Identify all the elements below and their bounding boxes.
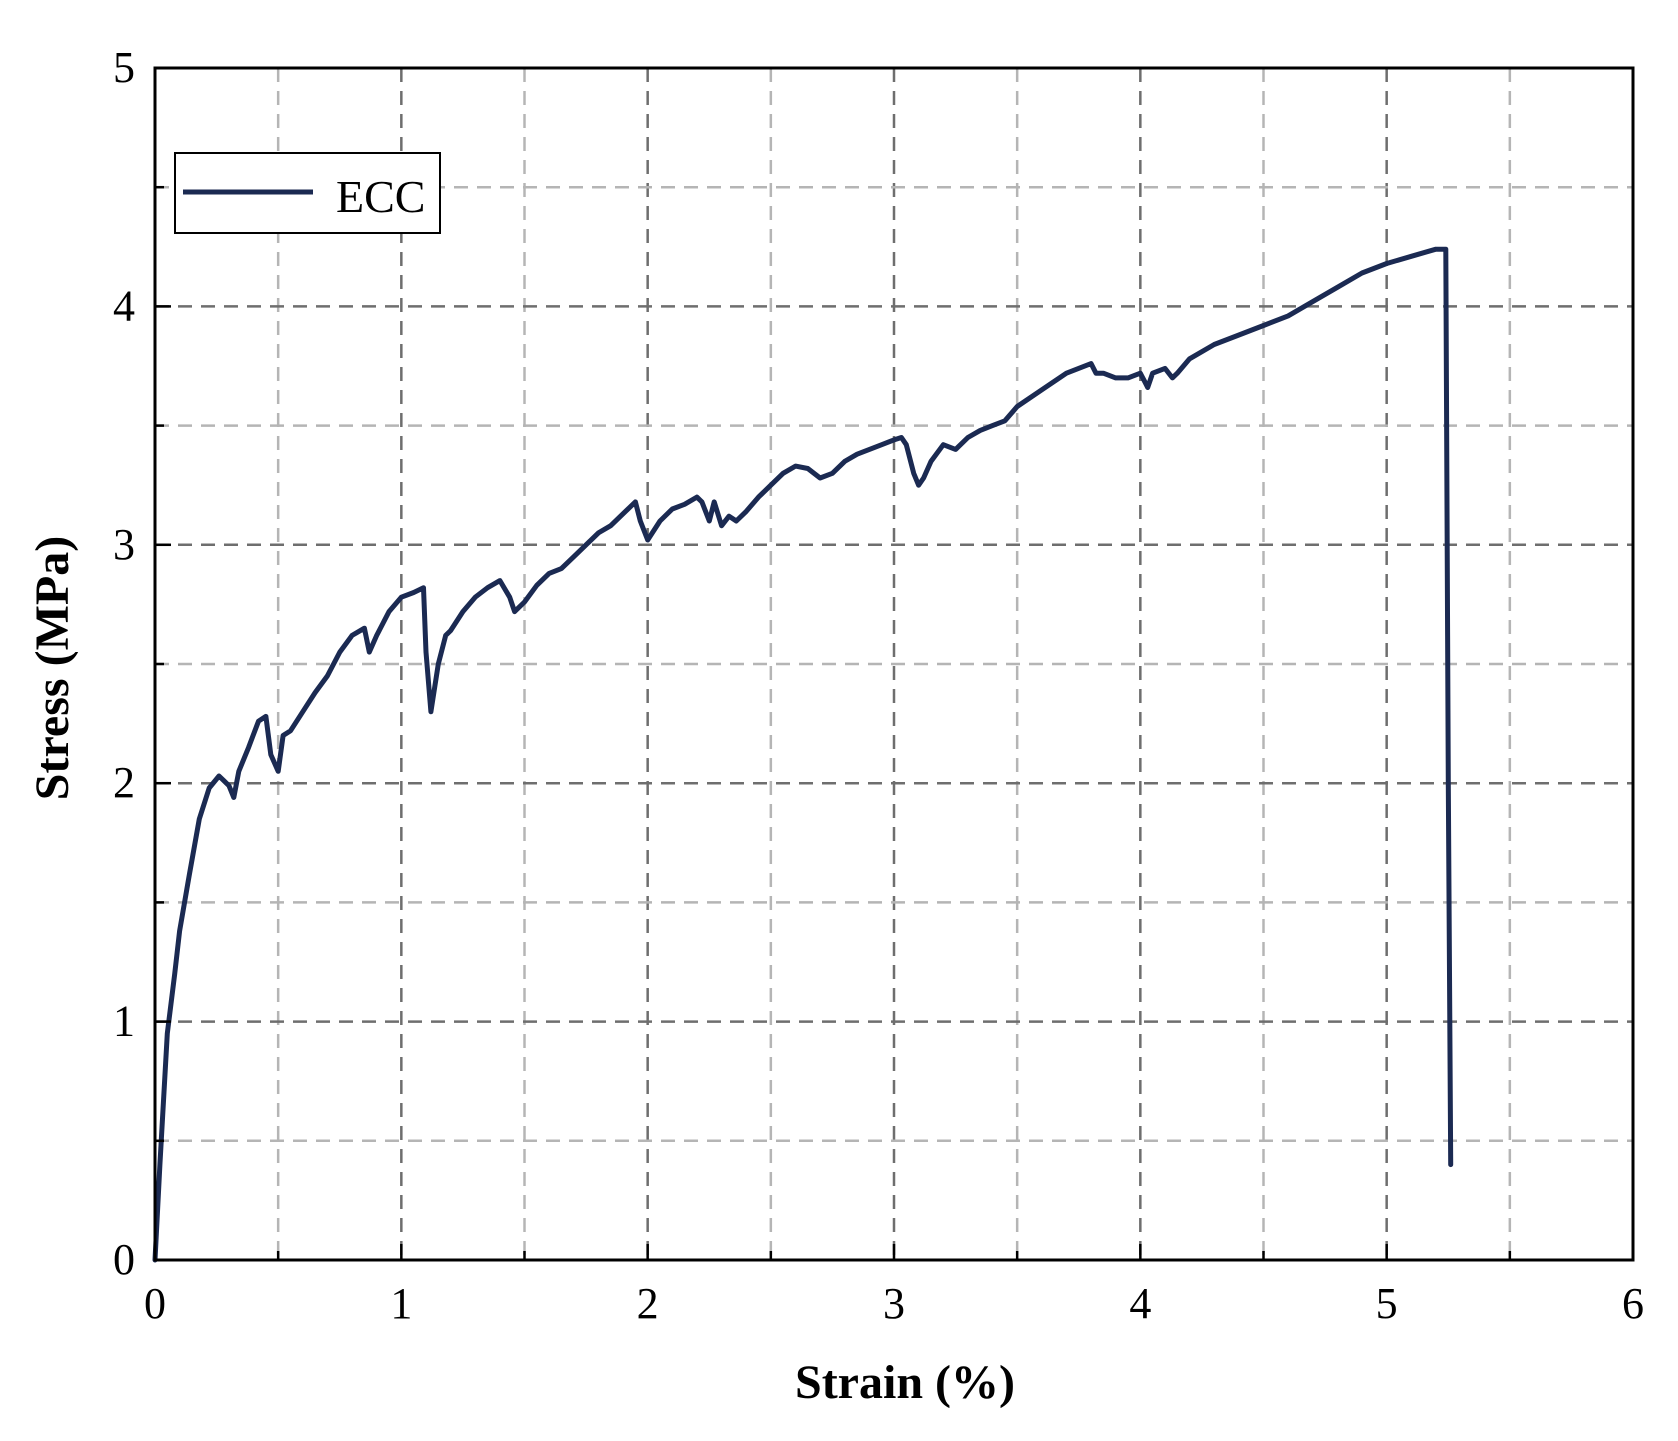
- x-tick-label: 6: [1622, 1279, 1644, 1328]
- series-line-ecc: [152, 246, 1454, 1263]
- y-tick-label: 4: [113, 281, 135, 330]
- x-tick-label: 2: [637, 1279, 659, 1328]
- y-tick-label: 1: [113, 997, 135, 1046]
- x-tick-label: 3: [883, 1279, 905, 1328]
- x-tick-label: 1: [390, 1279, 412, 1328]
- x-tick-label: 4: [1129, 1279, 1151, 1328]
- legend: ECC: [174, 152, 441, 234]
- y-tick-label: 2: [113, 758, 135, 807]
- y-tick-label: 0: [113, 1235, 135, 1284]
- y-axis: 0 1 2 3 4 5: [113, 43, 171, 1284]
- y-tick-label: 5: [113, 43, 135, 92]
- legend-label-ecc: ECC: [336, 171, 425, 222]
- x-axis-title: Strain (%): [795, 1356, 1015, 1409]
- x-axis: 0 1 2 3 4 5 6: [144, 1244, 1644, 1328]
- y-tick-label: 3: [113, 520, 135, 569]
- y-axis-title: Stress (MPa): [26, 536, 79, 800]
- x-tick-label: 0: [144, 1279, 166, 1328]
- series-lines: [152, 246, 1454, 1263]
- grid-lines: [155, 68, 1633, 1260]
- x-tick-label: 5: [1376, 1279, 1398, 1328]
